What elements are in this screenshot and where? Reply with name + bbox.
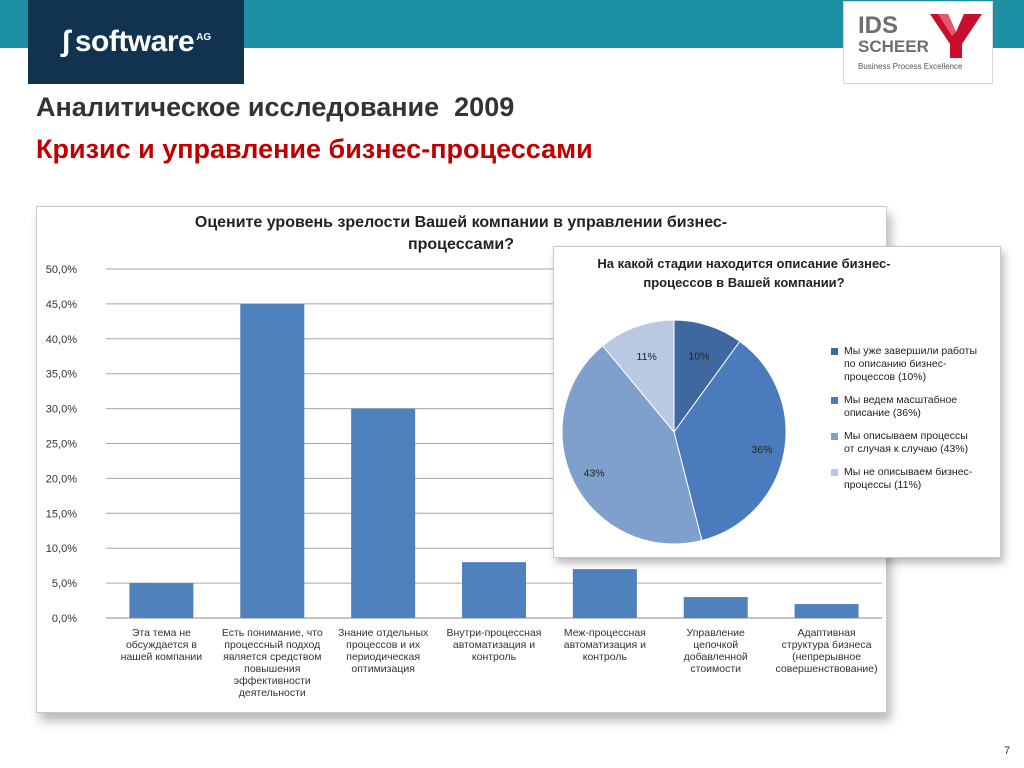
software-logo-suffix: AG — [196, 31, 212, 43]
x-category-label: структура бизнеса — [782, 639, 872, 651]
pie-slice-2 — [673, 340, 787, 542]
software-ag-logo: ʃ software AG — [28, 0, 244, 84]
page-number: 7 — [1004, 745, 1011, 757]
pie-slice-3 — [561, 344, 703, 545]
pie-data-label: 36% — [752, 444, 773, 456]
x-category-label: нашей компании — [121, 651, 203, 663]
bar-1 — [129, 583, 194, 618]
pie-slice-4 — [601, 319, 675, 434]
legend-item: Мы не описываем бизнес-процессы (11%) — [831, 466, 993, 492]
y-tick-label: 50,0% — [46, 264, 77, 276]
bar-chart-title-line: процессами? — [408, 236, 514, 253]
legend-swatch — [831, 469, 838, 476]
bar-chart-title-line: Оцените уровень зрелости Вашей компании … — [195, 214, 727, 231]
bar-chart: Оцените уровень зрелости Вашей компании … — [46, 214, 882, 699]
y-tick-label: 20,0% — [46, 473, 77, 485]
x-category-label: Эта тема не — [132, 627, 191, 639]
x-category-label: Адаптивная — [797, 627, 855, 639]
slide-subtitle: Кризис и управление бизнес-процессами — [36, 134, 593, 164]
y-tick-label: 40,0% — [46, 334, 77, 346]
bar-7 — [794, 604, 859, 618]
x-category-label: стоимости — [690, 663, 741, 675]
x-category-label: процессный подход — [224, 639, 320, 651]
legend-label-line: описание (36%) — [844, 407, 921, 419]
x-category-label: Знание отдельных — [338, 627, 429, 639]
legend-swatch — [831, 397, 838, 404]
x-category-label: деятельности — [239, 687, 306, 699]
bar-2 — [240, 303, 305, 618]
x-category-label: обсуждается в — [126, 639, 197, 651]
ids-scheer-logo: IDS SCHEER Business Process Excellence — [843, 1, 993, 84]
bar-5 — [572, 569, 637, 618]
y-tick-label: 45,0% — [46, 299, 77, 311]
legend-label-line: по описанию бизнес- — [844, 358, 947, 370]
x-category-label: цепочкой — [693, 639, 738, 651]
ids-scheer-y-icon — [930, 14, 982, 58]
legend-swatch — [831, 348, 838, 355]
x-category-label: оптимизация — [351, 663, 415, 675]
legend-item: Мы описываем процессы от случая к случаю … — [831, 430, 993, 456]
y-tick-label: 30,0% — [46, 404, 77, 416]
x-category-label: Внутри-процессная — [447, 627, 542, 639]
y-tick-label: 5,0% — [52, 578, 77, 590]
x-category-label: автоматизация и — [564, 639, 646, 651]
legend-label-line: Мы уже завершили работы — [844, 345, 978, 357]
bar-3 — [351, 408, 416, 618]
slide-title: Аналитическое исследование 2009 — [36, 92, 515, 122]
legend-label-line: процессов (10%) — [844, 371, 927, 383]
x-category-label: процессов и их — [346, 639, 421, 651]
x-category-label: автоматизация и — [453, 639, 535, 651]
y-tick-label: 15,0% — [46, 508, 77, 520]
pie-legend: Мы уже завершили работы по описанию бизне… — [831, 345, 993, 502]
pie-data-label: 43% — [584, 468, 605, 480]
x-category-label: повышения — [244, 663, 300, 675]
pie-chart-title-line: процессов в Вашей компании? — [643, 275, 844, 290]
legend-label-line: Мы описываем процессы — [844, 430, 968, 442]
software-logo-word: software — [74, 25, 195, 58]
pie-chart-panel: На какой стадии находится описание бизне… — [553, 246, 1001, 558]
x-category-label: Меж-процессная — [564, 627, 646, 639]
x-category-label: является средством — [223, 651, 321, 663]
x-category-label: Есть понимание, что — [222, 627, 323, 639]
x-category-label: добавленной — [684, 651, 748, 663]
bar-6 — [683, 597, 748, 618]
x-category-label: совершенствование) — [776, 663, 878, 675]
x-category-label: контроль — [583, 651, 628, 663]
pie-data-label: 11% — [637, 351, 657, 363]
x-category-label: (непрерывное — [792, 651, 861, 663]
y-tick-label: 35,0% — [46, 369, 77, 381]
legend-label-line: процессы (11%) — [844, 479, 922, 491]
pie-chart: На какой стадии находится описание бизне… — [561, 256, 891, 545]
y-tick-label: 25,0% — [46, 439, 77, 451]
legend-item: Мы ведем масштабное описание (36%) — [831, 394, 993, 420]
x-category-label: периодическая — [346, 651, 420, 663]
legend-label-line: Мы не описываем бизнес- — [844, 466, 973, 478]
ids-logo-line2: SCHEER — [858, 37, 929, 56]
bar-4 — [462, 562, 526, 618]
software-s-icon: ʃ — [60, 25, 71, 58]
pie-chart-title-line: На какой стадии находится описание бизне… — [597, 256, 890, 271]
ids-logo-line1: IDS — [858, 12, 899, 39]
legend-label-line: от случая к случаю (43%) — [844, 443, 969, 455]
x-category-label: Управление — [687, 627, 746, 639]
x-category-label: эффективности — [234, 675, 311, 687]
ids-logo-tagline: Business Process Excellence — [858, 62, 963, 71]
legend-item: Мы уже завершили работы по описанию бизне… — [831, 345, 993, 384]
y-tick-label: 0,0% — [52, 613, 77, 625]
legend-swatch — [831, 433, 838, 440]
x-category-label: контроль — [472, 651, 517, 663]
legend-label-line: Мы ведем масштабное — [844, 394, 958, 406]
y-tick-label: 10,0% — [46, 543, 77, 555]
pie-data-label: 10% — [688, 350, 709, 362]
